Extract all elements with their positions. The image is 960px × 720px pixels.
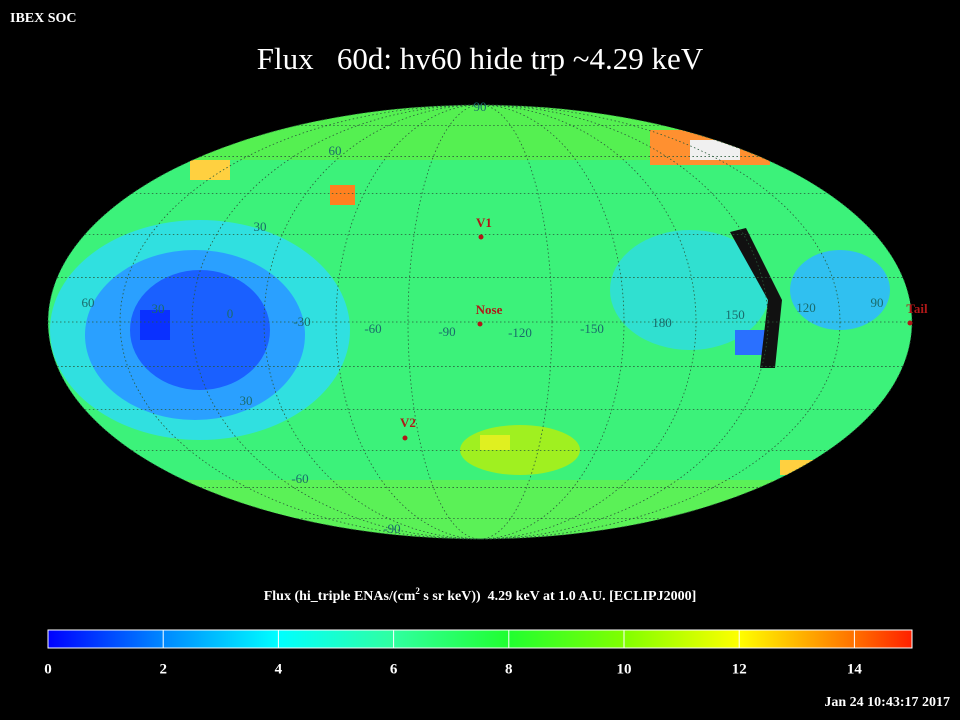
map-label: 0 (227, 306, 234, 321)
timestamp: Jan 24 10:43:17 2017 (824, 695, 950, 710)
map-label: 60 (329, 143, 342, 158)
map-label: 90 (871, 295, 884, 310)
graticule (47, 104, 913, 540)
map-label: 60 (82, 295, 95, 310)
map-label: 150 (725, 307, 745, 322)
map-label: -90 (383, 521, 400, 536)
colorbar-tick-label: 10 (617, 661, 632, 677)
caption-sup: 2 (415, 586, 420, 596)
marker-label: V1 (476, 215, 492, 230)
colorbar-tick-label: 0 (44, 661, 52, 677)
colorbar-tick-label: 12 (732, 661, 747, 677)
colorbar-tick-label: 8 (505, 661, 513, 677)
marker-dot (478, 234, 484, 240)
marker-dot (907, 320, 913, 326)
colorbar-tick-label: 14 (847, 661, 863, 677)
map-label: -30 (293, 314, 310, 329)
map-label: -90 (438, 324, 455, 339)
title: Flux 60d: hv60 hide trp ~4.29 keV (257, 41, 704, 76)
marker-dot (477, 321, 483, 327)
map-label: 120 (796, 300, 816, 315)
map-label: 30 (240, 393, 253, 408)
colorbar (47, 629, 913, 649)
marker-label: Nose (476, 302, 503, 317)
map-label: -60 (364, 321, 381, 336)
marker-label: Tail (906, 301, 928, 316)
map-label: 30 (152, 301, 165, 316)
colorbar-caption: Flux (hi_triple ENAs/(cm2 s sr keV)) 4.2… (264, 586, 697, 604)
map-label: -60 (291, 471, 308, 486)
colorbar-tick-label: 4 (275, 661, 283, 677)
map-label: 90 (474, 99, 487, 114)
caption-part: s sr keV)) 4.29 keV at 1.0 A.U. [ECLIPJ2… (420, 589, 696, 604)
marker-dot (402, 435, 408, 441)
caption-part: Flux (hi_triple ENAs/(cm (264, 589, 416, 604)
colorbar-tick-label: 2 (159, 661, 167, 677)
map-label: 30 (254, 219, 267, 234)
map-label: 180 (652, 315, 672, 330)
colorbar-tick-label: 6 (390, 661, 398, 677)
org-label: IBEX SOC (10, 11, 77, 26)
marker-label: V2 (400, 415, 416, 430)
map-label: -150 (580, 321, 604, 336)
map-label: -120 (508, 325, 532, 340)
